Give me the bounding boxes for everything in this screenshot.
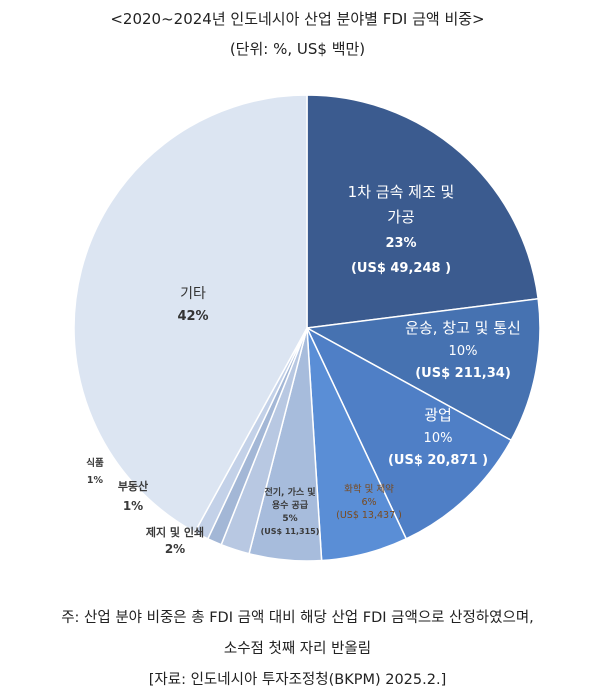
slice-label-s5: 용수 공급 bbox=[272, 500, 309, 511]
slice-amount-s4: (US$ 13,437 ) bbox=[336, 510, 402, 521]
slice-label-s4: 화학 및 제약 bbox=[344, 483, 394, 495]
pie-slice-s1 bbox=[306, 94, 540, 329]
slice-amount-s3: (US$ 20,871 ) bbox=[388, 453, 488, 468]
slice-percent-s2: 10% bbox=[449, 344, 478, 359]
slice-percent-s5: 5% bbox=[282, 514, 297, 524]
slice-percent-s6: 2% bbox=[165, 542, 185, 556]
slice-label-s6: 제지 및 인쇄 bbox=[146, 525, 204, 539]
slice-label-s8: 식품 bbox=[86, 457, 104, 469]
slice-label-s1: 가공 bbox=[387, 208, 415, 226]
slice-label-s5: 전기, 가스 및 bbox=[264, 486, 315, 498]
slice-amount-s1: (US$ 49,248 ) bbox=[351, 261, 451, 276]
pie-slice-s3 bbox=[305, 326, 513, 540]
chart-title: <2020~2024년 인도네시아 산업 분야별 FDI 금액 비중> bbox=[110, 10, 485, 28]
slice-percent-s3: 10% bbox=[424, 431, 453, 446]
slice-label-s7: 부동산 bbox=[118, 479, 148, 493]
chart-subtitle: (단위: %, US$ 백만) bbox=[229, 40, 366, 58]
source-note: [자료: 인도네시아 투자조정청(BKPM) 2025.2.] bbox=[148, 672, 447, 688]
slice-amount-s2: (US$ 211,34) bbox=[415, 366, 511, 381]
pie-slice-s9 bbox=[73, 94, 308, 534]
slice-label-s9: 기타 bbox=[180, 286, 206, 302]
slice-percent-s8: 1% bbox=[87, 475, 104, 486]
slice-percent-s1: 23% bbox=[385, 236, 416, 251]
footnote-line-1: 주: 산업 분야 비중은 총 FDI 금액 대비 해당 산업 FDI 금액으로 … bbox=[61, 610, 534, 626]
slice-label-s3: 광업 bbox=[424, 406, 452, 424]
slice-label-s2: 운송, 창고 및 통신 bbox=[405, 319, 521, 337]
slice-percent-s7: 1% bbox=[123, 499, 143, 513]
slice-amount-s5: (US$ 11,315) bbox=[261, 527, 320, 536]
footnote-line-2: 소수점 첫째 자리 반올림 bbox=[223, 641, 372, 657]
slice-percent-s9: 42% bbox=[177, 309, 208, 324]
slice-label-s1: 1차 금속 제조 및 bbox=[348, 183, 455, 201]
pie-slice-s2 bbox=[304, 297, 541, 442]
slice-percent-s4: 6% bbox=[361, 497, 376, 508]
